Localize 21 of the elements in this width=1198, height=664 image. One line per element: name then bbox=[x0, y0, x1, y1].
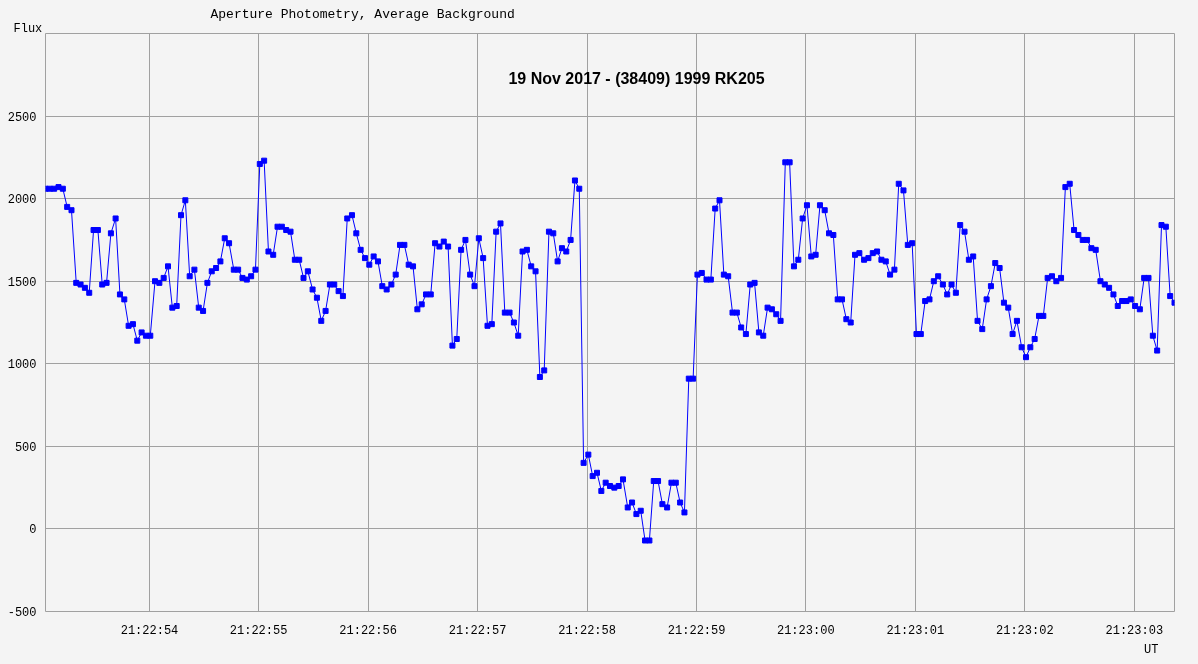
x-tick-label: 21:22:54 bbox=[120, 623, 179, 638]
x-tick-label: 21:23:01 bbox=[886, 623, 945, 638]
x-tick-label: 21:23:00 bbox=[776, 623, 835, 638]
x-tick-label: 21:22:57 bbox=[448, 623, 507, 638]
x-tick-label: 21:22:58 bbox=[558, 623, 616, 638]
x-tick-label: 21:23:02 bbox=[996, 623, 1054, 638]
y-axis-title: Flux bbox=[13, 21, 43, 36]
y-tick-label: 0 bbox=[29, 523, 37, 538]
x-tick-label: 21:22:56 bbox=[339, 623, 397, 638]
text: 19 Nov 2017 - (38409) 1999 RK205 bbox=[508, 70, 765, 87]
x-tick-label: 21:22:55 bbox=[229, 623, 288, 638]
y-tick-label: 1500 bbox=[7, 275, 37, 290]
y-tick-label: -500 bbox=[7, 606, 37, 620]
x-tick-label: 21:23:03 bbox=[1105, 623, 1164, 638]
y-tick-label: 2500 bbox=[7, 110, 37, 125]
y-tick-label: 500 bbox=[14, 440, 37, 455]
chart-subtitle: Aperture Photometry, Average Background bbox=[210, 6, 515, 22]
y-tick-label: 1000 bbox=[7, 358, 37, 373]
y-tick-label: 2000 bbox=[7, 193, 37, 208]
x-axis-title: UT bbox=[1144, 643, 1159, 657]
x-tick-label: 21:22:59 bbox=[667, 623, 726, 638]
